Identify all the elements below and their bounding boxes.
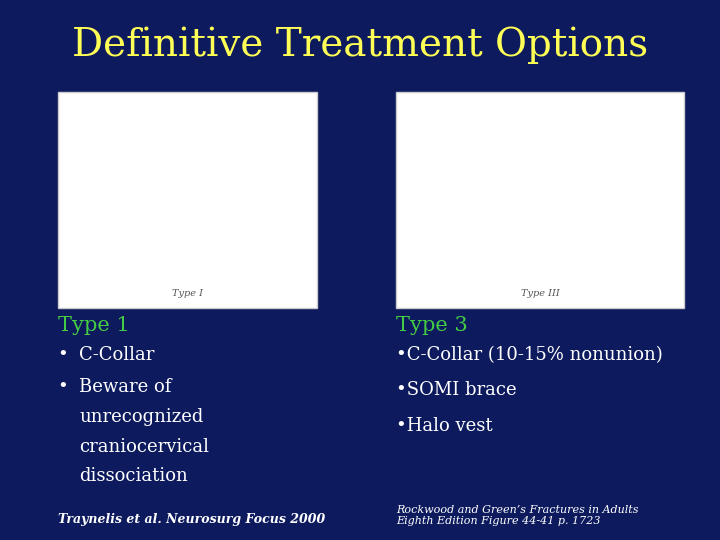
Text: Rockwood and Green’s Fractures in Adults
Eighth Edition Figure 44-41 p. 1723: Rockwood and Green’s Fractures in Adults…: [396, 505, 639, 526]
Text: Type 3: Type 3: [396, 316, 468, 335]
Text: Traynelis et al. Neurosurg Focus 2000: Traynelis et al. Neurosurg Focus 2000: [58, 514, 325, 526]
Text: Type 1: Type 1: [58, 316, 130, 335]
Text: •: •: [58, 378, 68, 396]
Text: Type I: Type I: [171, 289, 203, 298]
Text: •C-Collar (10-15% nonunion): •C-Collar (10-15% nonunion): [396, 346, 662, 363]
Text: •Halo vest: •Halo vest: [396, 417, 492, 435]
FancyBboxPatch shape: [58, 92, 317, 308]
Text: unrecognized: unrecognized: [79, 408, 204, 426]
Text: Type III: Type III: [521, 289, 559, 298]
Text: •: •: [58, 346, 68, 363]
Text: Beware of: Beware of: [79, 378, 171, 396]
Text: C-Collar: C-Collar: [79, 346, 155, 363]
FancyBboxPatch shape: [396, 92, 684, 308]
Text: craniocervical: craniocervical: [79, 437, 210, 456]
Text: •SOMI brace: •SOMI brace: [396, 381, 517, 399]
Text: dissociation: dissociation: [79, 467, 188, 485]
Text: Definitive Treatment Options: Definitive Treatment Options: [72, 27, 648, 64]
